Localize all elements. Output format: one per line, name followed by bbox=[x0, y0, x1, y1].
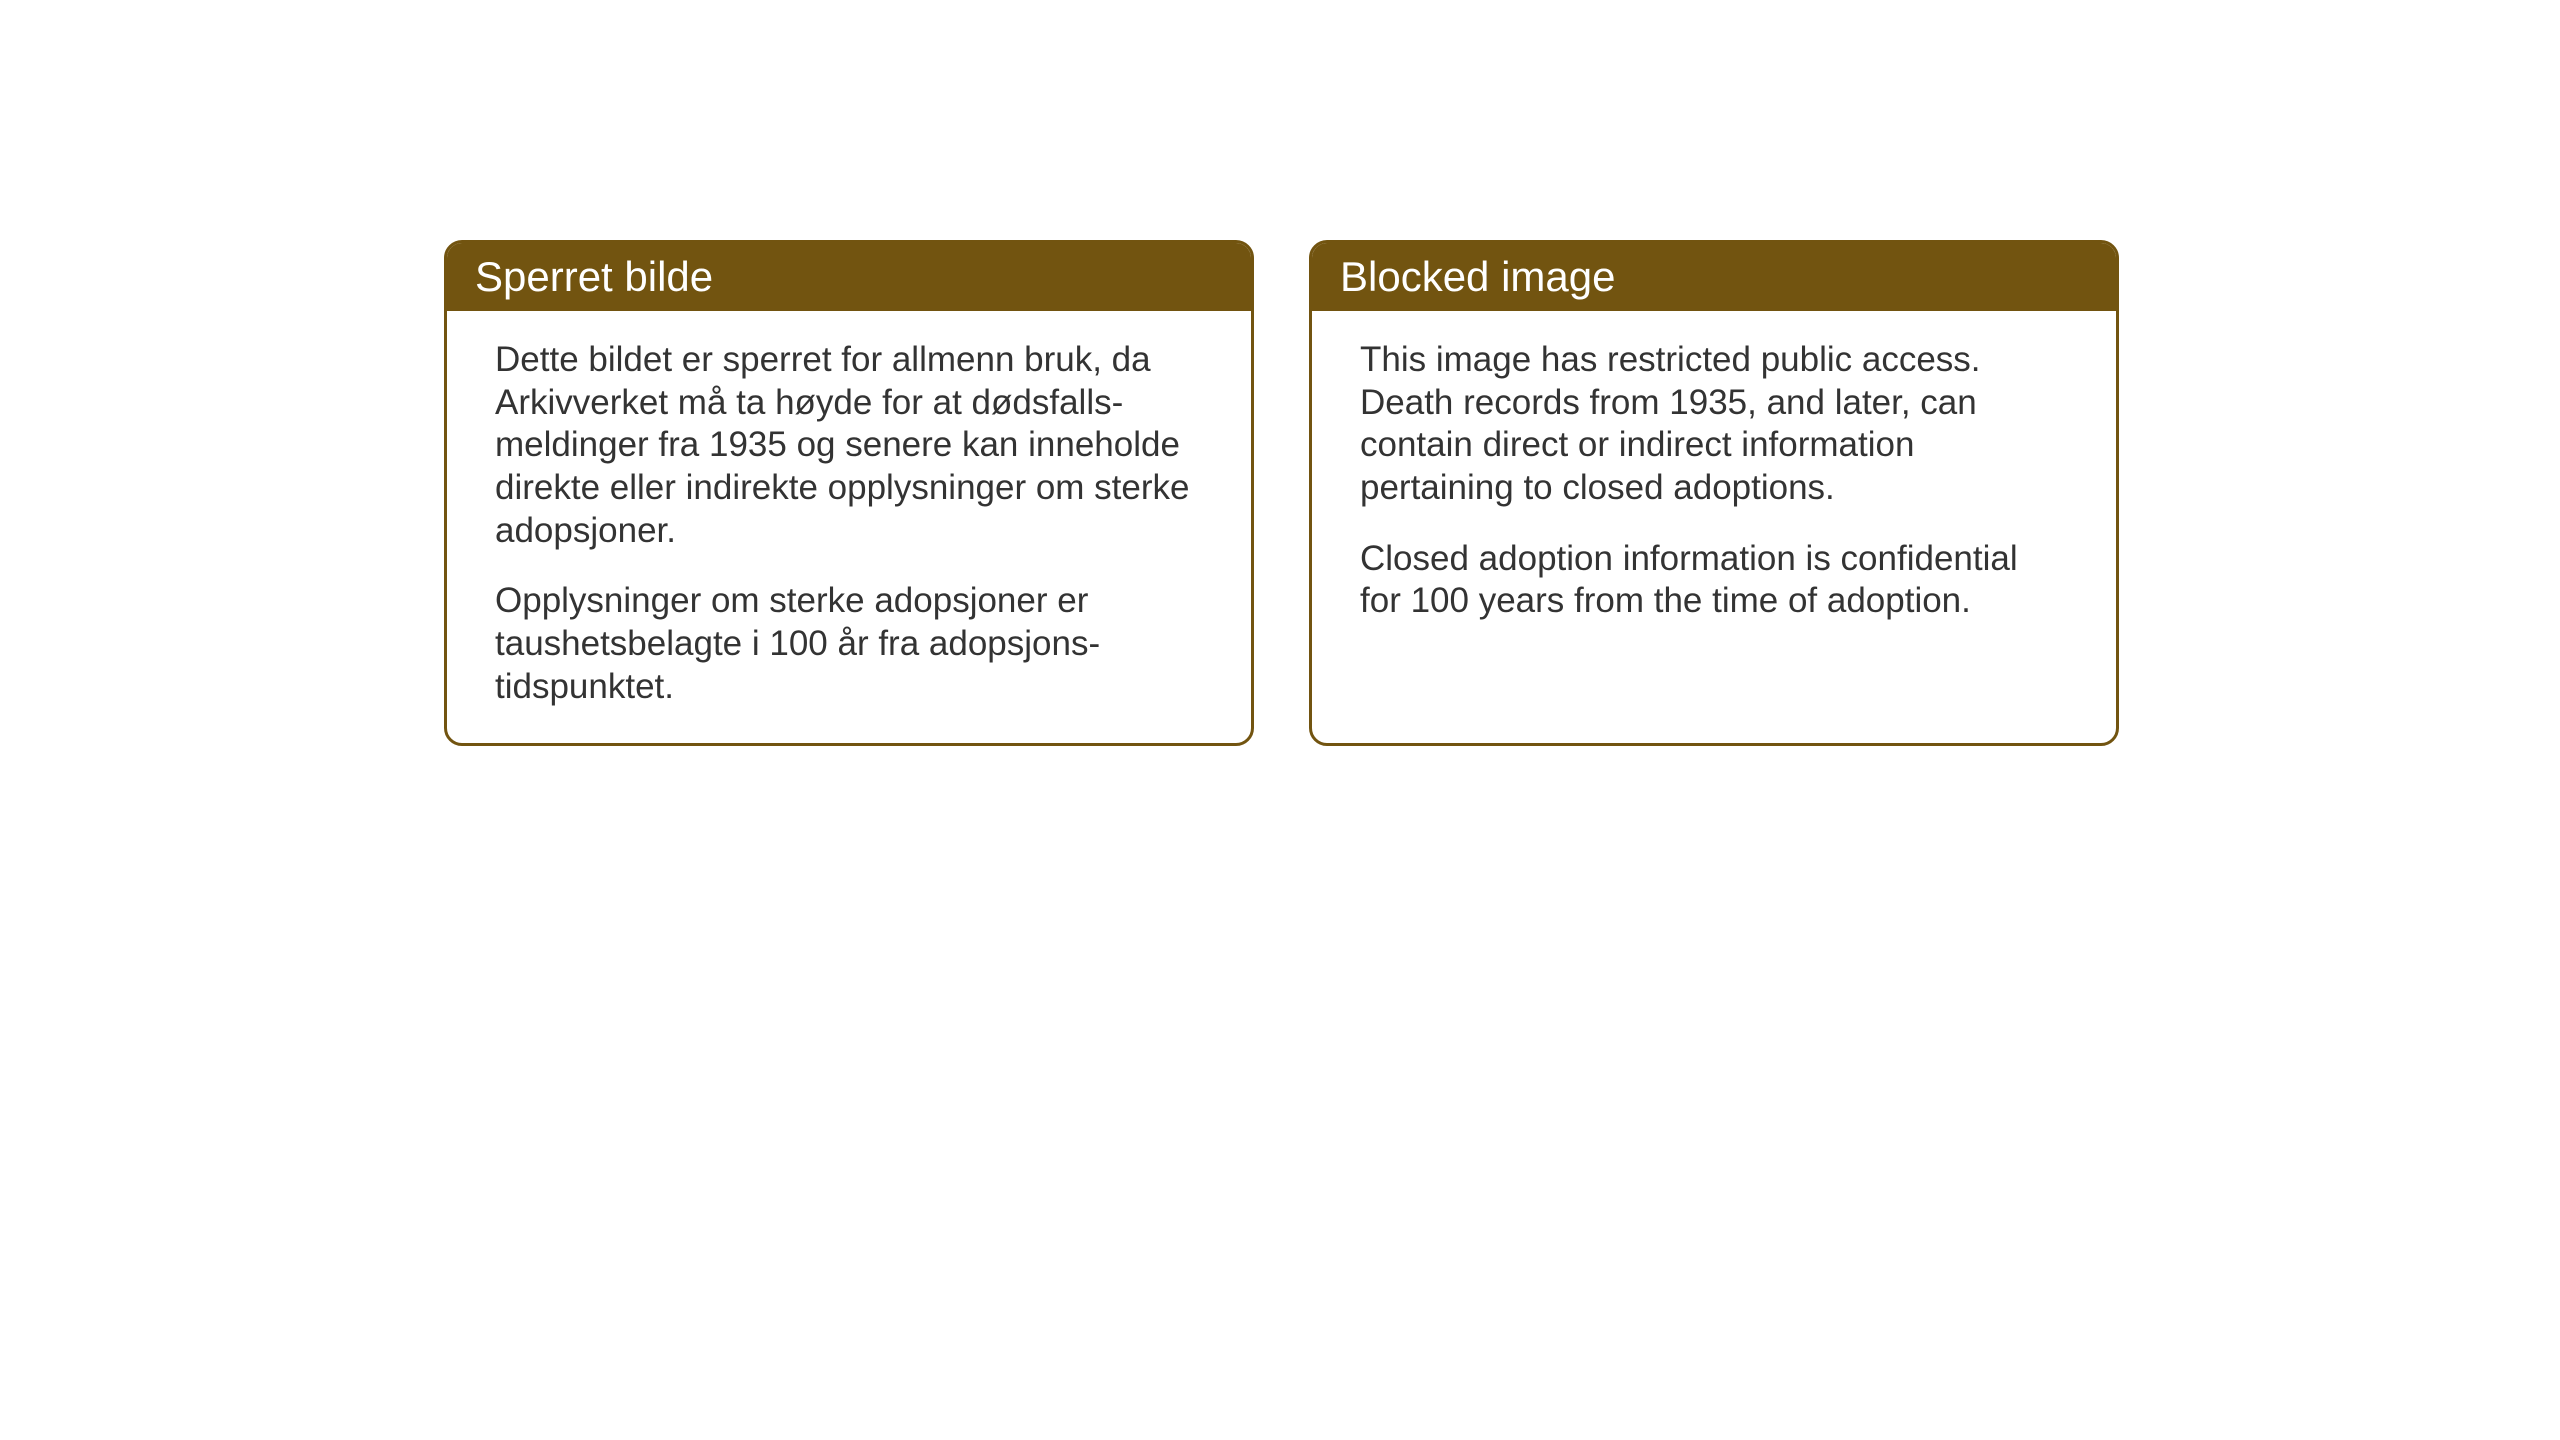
notice-card-norwegian: Sperret bilde Dette bildet er sperret fo… bbox=[444, 240, 1254, 746]
notice-card-english: Blocked image This image has restricted … bbox=[1309, 240, 2119, 746]
card-title-english: Blocked image bbox=[1312, 243, 2116, 311]
notice-cards-container: Sperret bilde Dette bildet er sperret fo… bbox=[444, 240, 2119, 746]
card-paragraph-2-english: Closed adoption information is confident… bbox=[1360, 538, 2068, 623]
card-title-norwegian: Sperret bilde bbox=[447, 243, 1251, 311]
card-paragraph-1-norwegian: Dette bildet er sperret for allmenn bruk… bbox=[495, 339, 1203, 552]
card-body-english: This image has restricted public access.… bbox=[1312, 311, 2116, 733]
card-paragraph-2-norwegian: Opplysninger om sterke adopsjoner er tau… bbox=[495, 580, 1203, 708]
card-body-norwegian: Dette bildet er sperret for allmenn bruk… bbox=[447, 311, 1251, 743]
card-paragraph-1-english: This image has restricted public access.… bbox=[1360, 339, 2068, 510]
